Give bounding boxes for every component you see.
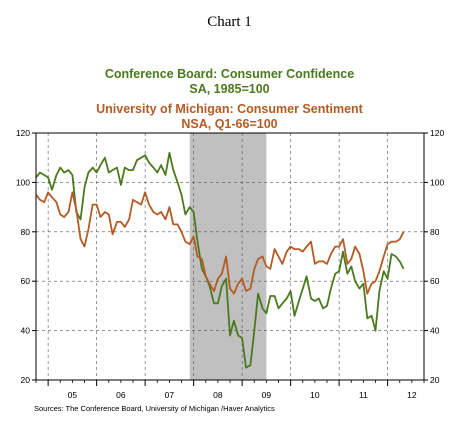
chart-title-line-3: University of Michigan: Consumer Sentime… [96, 102, 363, 116]
x-tick-label: 11 [359, 390, 368, 400]
x-tick-label: 08 [213, 390, 223, 400]
y-tick-label-left: 100 [16, 177, 30, 187]
series-line-confidence [35, 151, 405, 369]
y-tick-label-left: 120 [16, 128, 30, 138]
x-tick-label: 12 [407, 390, 417, 400]
series-line-sentiment [35, 191, 405, 295]
y-tick-label-left: 60 [21, 276, 31, 286]
y-tick-label-left: 20 [21, 375, 31, 385]
x-tick-label: 09 [262, 390, 272, 400]
y-tick-label-right: 80 [430, 227, 440, 237]
x-tick-label: 05 [68, 390, 78, 400]
page-title: Chart 1 [207, 14, 252, 30]
y-tick-label-right: 100 [430, 177, 444, 187]
y-tick-label-right: 20 [430, 375, 440, 385]
x-tick-label: 07 [165, 390, 175, 400]
x-tick-label: 10 [310, 390, 320, 400]
recession-shading [189, 133, 267, 380]
chart-title-line-1: Conference Board: Consumer Confidence [104, 67, 355, 81]
x-tick-label: 06 [116, 390, 126, 400]
y-tick-label-right: 120 [430, 128, 444, 138]
plot-frame [35, 132, 425, 381]
y-tick-label-right: 60 [430, 276, 440, 286]
y-tick-label-right: 40 [430, 326, 440, 336]
y-tick-label-left: 80 [21, 227, 31, 237]
source-note: Sources: The Conference Board, Universit… [34, 404, 275, 413]
chart-title-line-2: SA, 1985=100 [189, 82, 270, 96]
y-tick-label-left: 40 [21, 326, 31, 336]
chart-title-line-4: NSA, Q1-66=100 [181, 117, 278, 131]
